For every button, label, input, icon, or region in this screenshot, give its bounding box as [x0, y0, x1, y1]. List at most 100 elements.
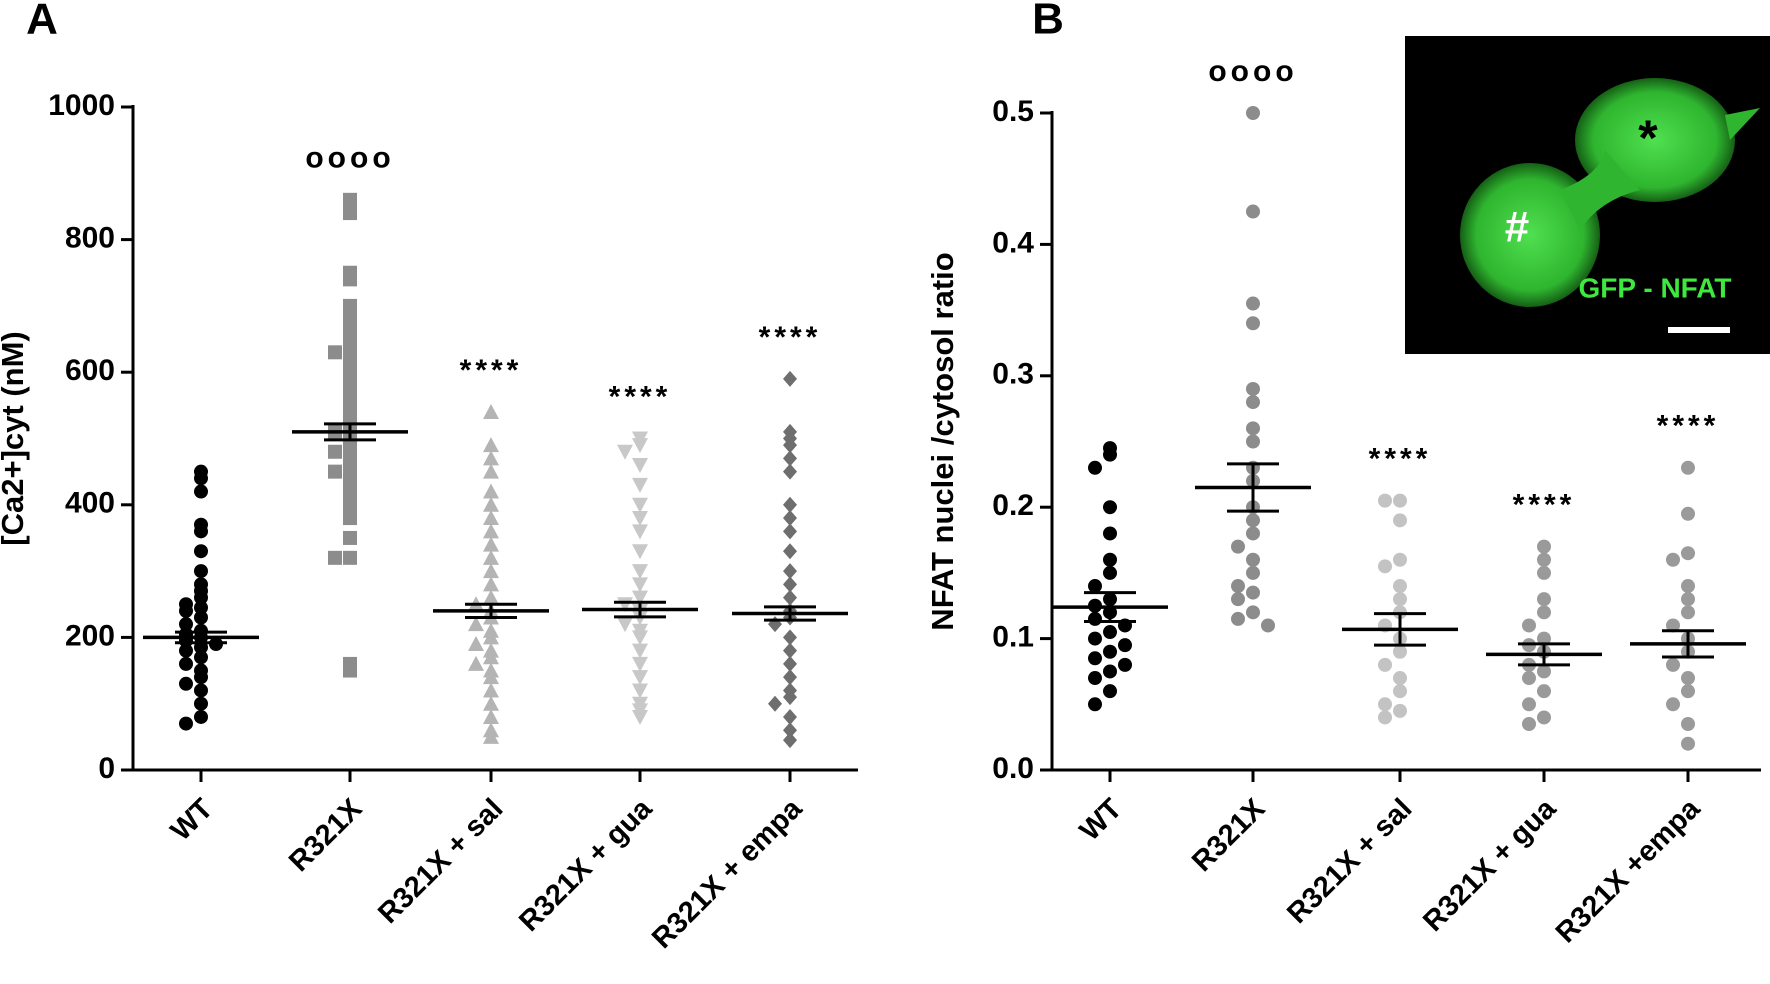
- data-point: [468, 636, 484, 652]
- data-point: [1246, 585, 1260, 600]
- data-point: [1378, 559, 1392, 574]
- data-point: [1246, 565, 1260, 580]
- data-point: [483, 450, 499, 466]
- x-tick-label: R321X + gua: [1417, 792, 1563, 938]
- data-point: [783, 496, 797, 513]
- data-point: [632, 630, 648, 646]
- data-point: [783, 563, 797, 580]
- data-point: [1103, 447, 1117, 462]
- data-point: [468, 616, 484, 632]
- data-point: [1681, 684, 1695, 699]
- data-point: [179, 603, 193, 618]
- y-tick-label: 0.3: [992, 358, 1034, 391]
- data-point: [1088, 579, 1102, 594]
- data-point: [768, 695, 782, 712]
- data-point: [1681, 717, 1695, 732]
- significance-label: oooo: [305, 142, 394, 175]
- data-point: [1246, 605, 1260, 620]
- data-point: [483, 708, 499, 724]
- data-point: [1088, 631, 1102, 646]
- data-point: [179, 716, 193, 731]
- data-point: [783, 722, 797, 739]
- data-point: [1378, 710, 1392, 725]
- data-point: [783, 523, 797, 540]
- data-point: [783, 370, 797, 387]
- data-point: [617, 617, 633, 633]
- data-point: [1537, 539, 1551, 554]
- data-point: [483, 576, 499, 592]
- data-point: [1088, 671, 1102, 686]
- data-point: [328, 345, 342, 360]
- y-tick-label: 0.2: [992, 489, 1034, 522]
- data-point: [1393, 592, 1407, 607]
- data-point: [1246, 316, 1260, 331]
- data-point: [632, 577, 648, 593]
- y-tick-label: 0.4: [992, 226, 1034, 259]
- data-point: [1261, 618, 1275, 633]
- data-point: [1393, 552, 1407, 567]
- data-point: [1666, 657, 1680, 672]
- data-point: [483, 669, 499, 685]
- data-point: [632, 477, 648, 493]
- data-point: [1103, 625, 1117, 640]
- data-point: [483, 536, 499, 552]
- data-point: [1537, 592, 1551, 607]
- data-point: [1681, 579, 1695, 594]
- inset-image: # * GFP - NFAT: [1405, 36, 1770, 354]
- data-point: [343, 438, 357, 453]
- data-point: [194, 600, 208, 615]
- data-point: [343, 351, 357, 366]
- data-point: [1231, 611, 1245, 626]
- data-point: [1246, 106, 1260, 120]
- data-point: [1537, 710, 1551, 725]
- data-point: [1537, 631, 1551, 646]
- data-point: [632, 544, 648, 560]
- y-tick-label: 600: [65, 354, 115, 387]
- data-point: [1088, 651, 1102, 666]
- data-point: [1246, 296, 1260, 311]
- data-point: [194, 650, 208, 665]
- data-point: [783, 732, 797, 749]
- panel-label: A: [26, 0, 58, 44]
- data-point: [194, 524, 208, 539]
- data-point: [783, 642, 797, 659]
- data-point: [1393, 684, 1407, 699]
- data-point: [1378, 493, 1392, 508]
- data-point: [1118, 657, 1132, 672]
- data-point: [179, 617, 193, 632]
- data-point: [632, 709, 648, 725]
- data-point: [194, 696, 208, 711]
- data-point: [483, 695, 499, 711]
- cell-bridge: [1560, 150, 1640, 230]
- data-point: [194, 544, 208, 559]
- inset-mark: #: [1505, 203, 1529, 252]
- data-point: [632, 458, 648, 474]
- data-point: [483, 483, 499, 499]
- data-point: [343, 192, 357, 207]
- data-point: [179, 656, 193, 671]
- x-tick-label: R321X: [1186, 792, 1272, 878]
- y-tick-label: 0.5: [992, 95, 1034, 128]
- data-point: [483, 682, 499, 698]
- significance-label: ****: [1513, 489, 1576, 522]
- data-point: [1378, 657, 1392, 672]
- data-point: [1378, 697, 1392, 712]
- data-point: [179, 643, 193, 658]
- data-point: [783, 689, 797, 706]
- data-point: [1231, 579, 1245, 594]
- data-point: [483, 463, 499, 479]
- data-point: [343, 484, 357, 499]
- data-point: [328, 444, 342, 459]
- data-point: [343, 378, 357, 393]
- data-point: [343, 206, 357, 221]
- data-point: [483, 496, 499, 512]
- data-point: [483, 563, 499, 579]
- data-point: [1118, 638, 1132, 653]
- y-tick-label: 0.0: [992, 752, 1034, 785]
- x-tick-label: R321X: [283, 792, 369, 878]
- data-point: [343, 511, 357, 526]
- data-point: [343, 458, 357, 473]
- x-tick-label: R321X +empa: [1550, 792, 1707, 949]
- data-point: [632, 656, 648, 672]
